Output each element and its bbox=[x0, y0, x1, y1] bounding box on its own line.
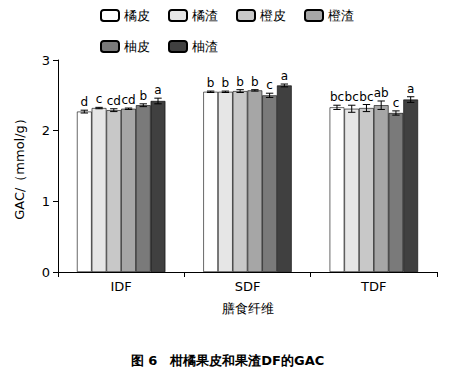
svg-text:c: c bbox=[266, 78, 273, 92]
svg-text:橙渣: 橙渣 bbox=[328, 8, 354, 23]
svg-text:ab: ab bbox=[374, 86, 389, 100]
svg-text:c: c bbox=[393, 96, 400, 110]
svg-text:a: a bbox=[154, 83, 161, 97]
svg-text:橙皮: 橙皮 bbox=[260, 8, 286, 23]
svg-text:bc: bc bbox=[345, 90, 359, 104]
svg-text:b: b bbox=[251, 75, 259, 89]
svg-text:GAC/（mmol/g）: GAC/（mmol/g） bbox=[12, 112, 27, 220]
svg-text:SDF: SDF bbox=[235, 279, 261, 294]
svg-text:2: 2 bbox=[42, 123, 50, 138]
svg-text:1: 1 bbox=[42, 194, 50, 209]
svg-text:a: a bbox=[407, 82, 414, 96]
svg-text:柚渣: 柚渣 bbox=[192, 39, 218, 54]
svg-text:b: b bbox=[236, 75, 244, 89]
svg-text:cd: cd bbox=[121, 93, 135, 107]
svg-text:bc: bc bbox=[359, 90, 373, 104]
svg-text:柚皮: 柚皮 bbox=[124, 39, 150, 54]
svg-text:橘皮: 橘皮 bbox=[124, 8, 150, 23]
svg-text:b: b bbox=[207, 76, 215, 90]
svg-text:bc: bc bbox=[330, 90, 344, 104]
svg-text:c: c bbox=[96, 92, 103, 106]
svg-text:TDF: TDF bbox=[360, 279, 386, 294]
svg-text:cd: cd bbox=[107, 94, 121, 108]
svg-text:b: b bbox=[222, 76, 230, 90]
svg-text:膳食纤维: 膳食纤维 bbox=[222, 301, 274, 316]
svg-text:3: 3 bbox=[42, 53, 50, 68]
svg-text:橘渣: 橘渣 bbox=[192, 8, 218, 23]
svg-text:0: 0 bbox=[42, 265, 50, 280]
svg-text:b: b bbox=[139, 89, 147, 103]
svg-text:d: d bbox=[81, 95, 89, 109]
svg-text:IDF: IDF bbox=[111, 279, 132, 294]
svg-text:图 6 柑橘果皮和果渣DF的GAC: 图 6 柑橘果皮和果渣DF的GAC bbox=[131, 353, 325, 368]
svg-text:a: a bbox=[281, 69, 288, 83]
